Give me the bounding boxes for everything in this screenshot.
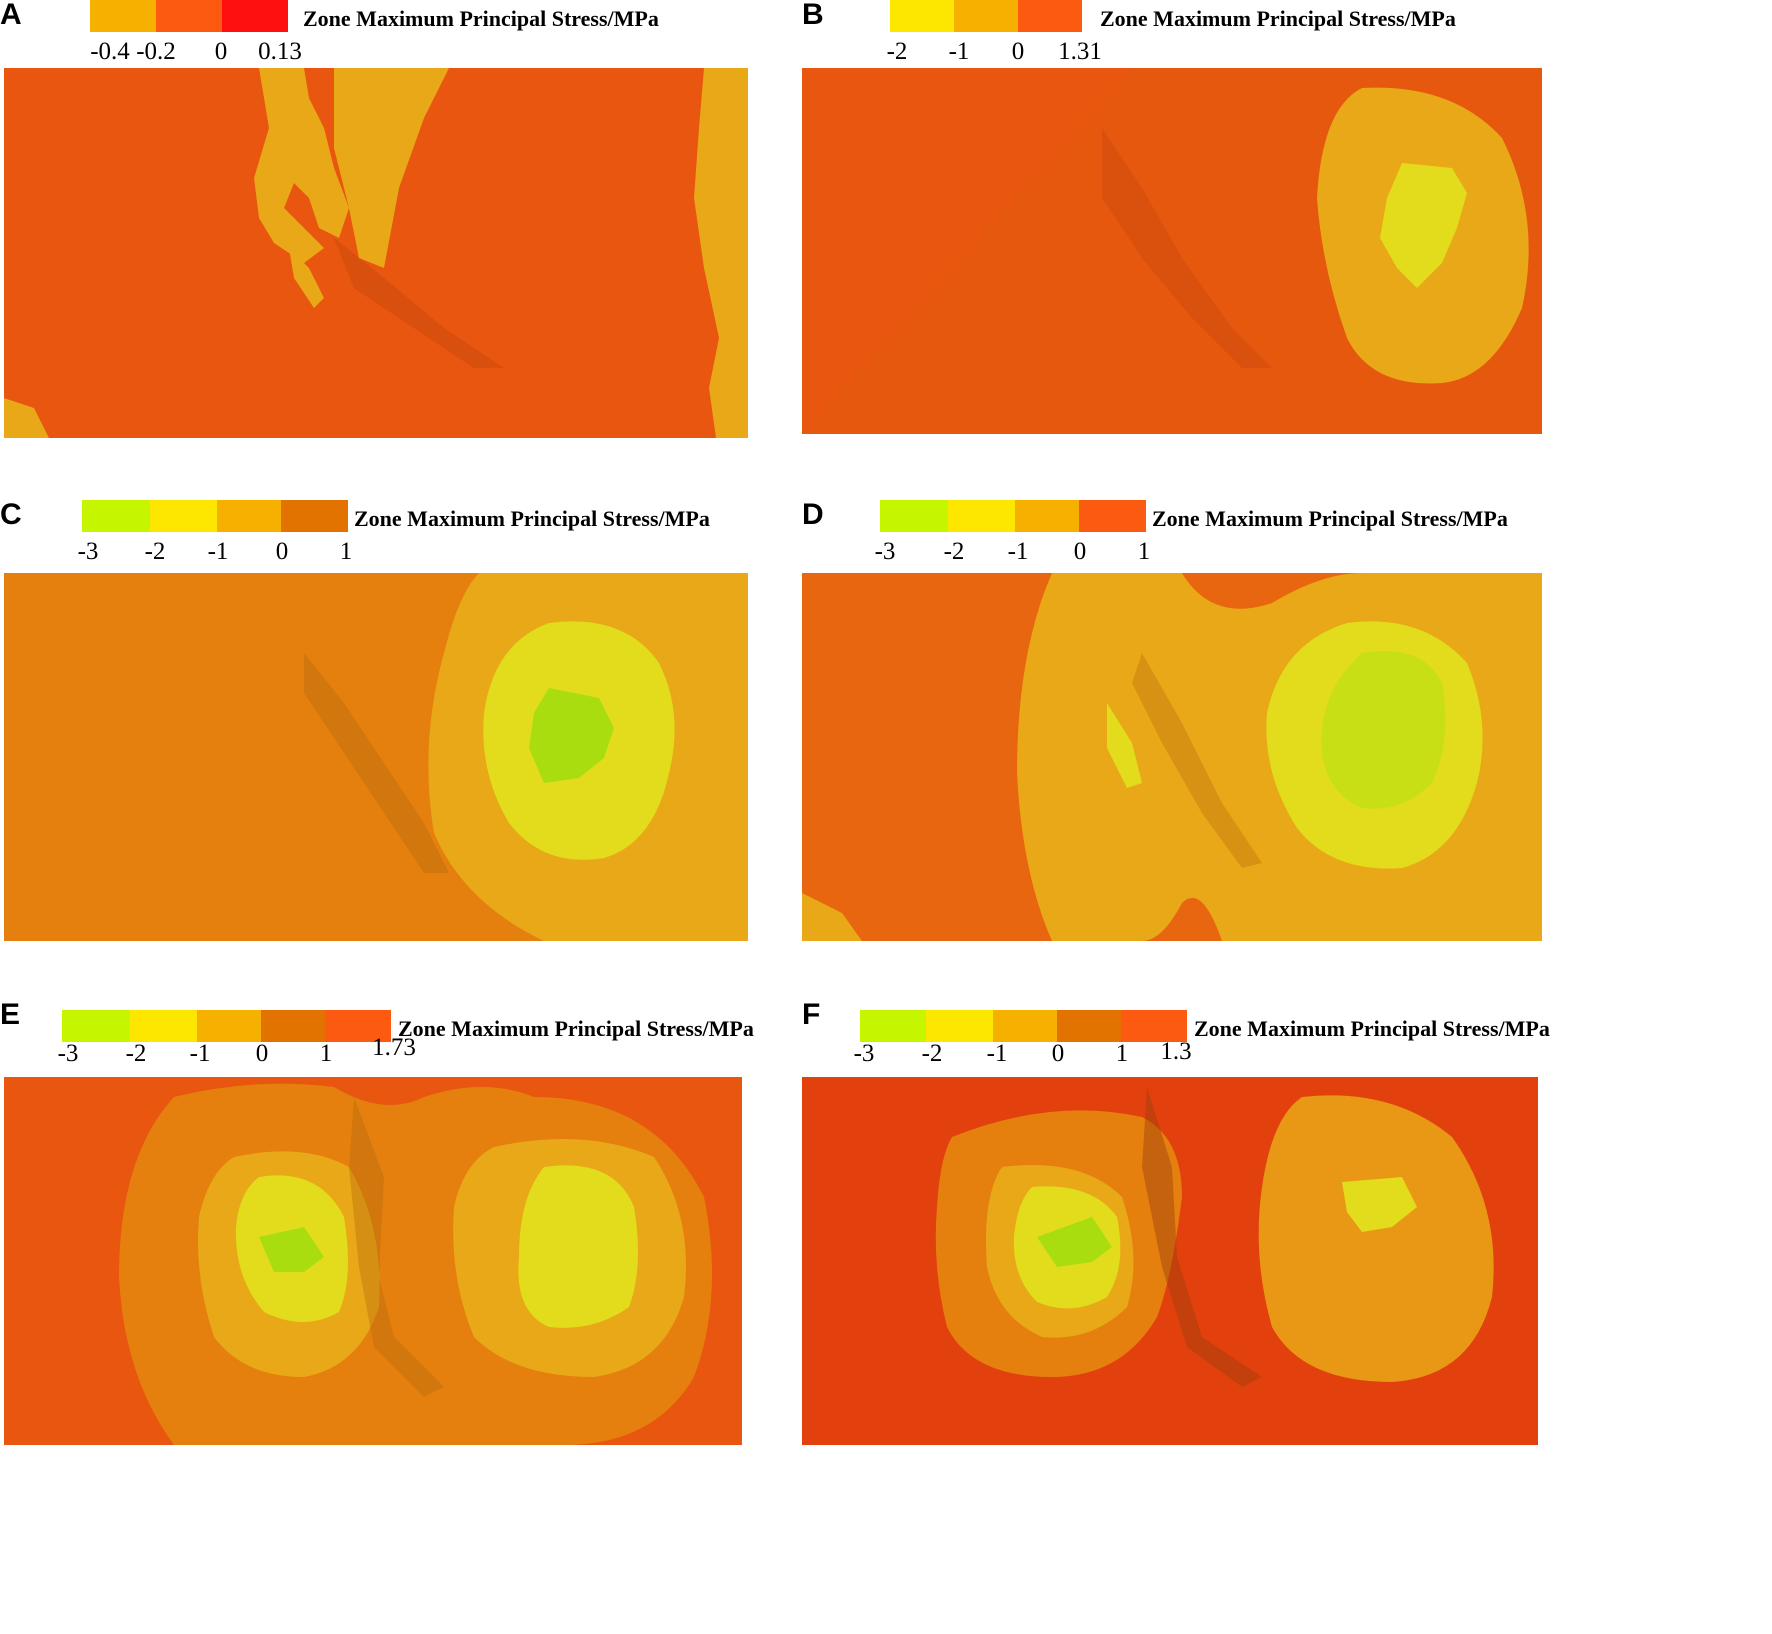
legend-tick: 1.31	[1058, 38, 1102, 65]
panel-letter: C	[0, 498, 22, 531]
legend-swatch	[926, 1010, 993, 1042]
legend-swatch	[993, 1010, 1057, 1042]
legend-tick: -0.2	[136, 38, 176, 65]
legend-swatch	[1079, 500, 1146, 532]
legend-bar	[880, 500, 1146, 532]
legend-tick: -3	[874, 538, 896, 565]
legend-title: Zone Maximum Principal Stress/MPa	[303, 6, 659, 31]
stress-contour-map	[4, 573, 748, 941]
panel-letter: E	[0, 998, 21, 1031]
legend-tick: 0	[255, 1040, 269, 1067]
legend-tick: 1.73	[372, 1034, 416, 1061]
color-legend: Zone Maximum Principal Stress/MPa -3 -2 …	[874, 500, 1578, 570]
legend-tick: -1	[986, 1040, 1008, 1067]
panel-d: D Zone Maximum Principal Stress/MPa -3 -…	[802, 500, 1662, 1040]
legend-swatch	[325, 1010, 391, 1042]
legend-tick: 0	[214, 38, 228, 65]
legend-swatch	[948, 500, 1015, 532]
legend-tick: 1	[339, 538, 353, 565]
stress-contour-map	[4, 1077, 742, 1445]
legend-tick: -3	[77, 538, 99, 565]
legend-swatch	[222, 0, 288, 32]
legend-swatch	[217, 500, 281, 532]
panel-f: F Zone Maximum Principal Stress/MPa -3 -…	[802, 1000, 1662, 1540]
legend-tick: -2	[886, 38, 908, 65]
panel-letter: F	[802, 998, 821, 1031]
legend-tick: -3	[853, 1040, 875, 1067]
color-legend: Zone Maximum Principal Stress/MPa -2 -1 …	[886, 0, 1588, 70]
legend-tick: 0.13	[258, 38, 302, 65]
legend-bar	[890, 0, 1082, 32]
legend-tick: -3	[57, 1040, 79, 1067]
legend-swatch	[880, 500, 948, 532]
legend-swatch	[1057, 1010, 1121, 1042]
legend-tick: 0	[275, 538, 289, 565]
color-legend: Zone Maximum Principal Stress/MPa -3 -2 …	[854, 1000, 1628, 1070]
legend-title: Zone Maximum Principal Stress/MPa	[1194, 1016, 1550, 1041]
legend-swatch	[82, 500, 150, 532]
legend-tick: -1	[189, 1040, 211, 1067]
color-legend: Zone Maximum Principal Stress/MPa -3 -2 …	[77, 500, 780, 570]
legend-tick: -1	[207, 538, 229, 565]
legend-swatch	[1121, 1010, 1187, 1042]
legend-tick: -2	[943, 538, 965, 565]
legend-swatch	[62, 1010, 130, 1042]
legend-swatch	[1015, 500, 1079, 532]
legend-tick: 1	[319, 1040, 333, 1067]
stress-contour-map	[4, 68, 748, 438]
legend-title: Zone Maximum Principal Stress/MPa	[354, 506, 710, 531]
legend-title: Zone Maximum Principal Stress/MPa	[1100, 6, 1456, 31]
panel-c: C Zone Maximum Principal Stress/MPa -3 -…	[0, 500, 860, 1040]
legend-tick: -2	[921, 1040, 943, 1067]
legend-bar	[90, 0, 288, 32]
legend-tick: 0	[1011, 38, 1025, 65]
legend-tick: 1	[1137, 538, 1151, 565]
legend-tick: -2	[144, 538, 166, 565]
panel-letter: D	[802, 498, 824, 531]
legend-tick: 1.3	[1160, 1038, 1192, 1065]
legend-title: Zone Maximum Principal Stress/MPa	[1152, 506, 1508, 531]
color-legend: Zone Maximum Principal Stress/MPa -3 -2 …	[57, 1000, 830, 1070]
panel-e: E Zone Maximum Principal Stress/MPa -3 -…	[0, 1000, 860, 1540]
legend-title: Zone Maximum Principal Stress/MPa	[398, 1016, 754, 1041]
legend-bar	[860, 1010, 1187, 1042]
legend-bar	[82, 500, 348, 532]
legend-tick: 1	[1115, 1040, 1129, 1067]
legend-tick: 0	[1073, 538, 1087, 565]
stress-contour-map	[802, 1077, 1538, 1445]
legend-bar	[62, 1010, 391, 1042]
panel-b: B Zone Maximum Principal Stress/MPa -2 -…	[802, 0, 1662, 540]
legend-tick: -1	[948, 38, 970, 65]
legend-tick: 0	[1051, 1040, 1065, 1067]
legend-swatch	[1018, 0, 1082, 32]
legend-swatch	[890, 0, 954, 32]
legend-swatch	[261, 1010, 325, 1042]
panel-a: A Zone Maximum Principal Stress/MPa -0.4…	[0, 0, 860, 540]
legend-swatch	[156, 0, 222, 32]
stress-contour-map	[802, 573, 1542, 941]
panel-letter: A	[0, 0, 22, 31]
panel-letter: B	[802, 0, 824, 31]
legend-swatch	[954, 0, 1018, 32]
legend-swatch	[150, 500, 217, 532]
legend-swatch	[90, 0, 156, 32]
legend-swatch	[130, 1010, 197, 1042]
legend-swatch	[281, 500, 348, 532]
color-legend: Zone Maximum Principal Stress/MPa -0.4 -…	[88, 0, 788, 70]
legend-tick: -2	[125, 1040, 147, 1067]
stress-contour-map	[802, 68, 1542, 434]
legend-swatch	[197, 1010, 261, 1042]
legend-tick: -1	[1007, 538, 1029, 565]
legend-swatch	[860, 1010, 926, 1042]
legend-tick: -0.4	[90, 38, 130, 65]
